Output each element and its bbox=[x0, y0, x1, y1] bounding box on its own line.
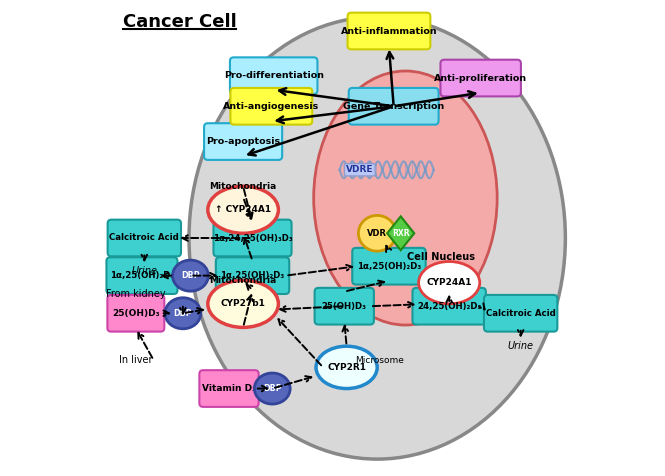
Text: Mitochondria: Mitochondria bbox=[209, 276, 277, 285]
Ellipse shape bbox=[316, 346, 377, 388]
Ellipse shape bbox=[189, 17, 565, 459]
Text: Mitochondria: Mitochondria bbox=[209, 182, 277, 191]
Text: 24,25(OH)₂D₃: 24,25(OH)₂D₃ bbox=[417, 302, 481, 311]
Text: DBP: DBP bbox=[263, 384, 281, 393]
Ellipse shape bbox=[165, 298, 201, 329]
Text: Calcitroic Acid: Calcitroic Acid bbox=[486, 309, 555, 318]
Text: 25(OH)D₃: 25(OH)D₃ bbox=[112, 309, 160, 318]
Text: Anti-proliferation: Anti-proliferation bbox=[434, 74, 527, 82]
Text: Calcitroic Acid: Calcitroic Acid bbox=[110, 234, 179, 242]
Text: 1α,24,25(OH)₃D₃: 1α,24,25(OH)₃D₃ bbox=[213, 234, 293, 242]
FancyBboxPatch shape bbox=[106, 258, 178, 294]
Ellipse shape bbox=[418, 261, 479, 304]
Ellipse shape bbox=[255, 373, 290, 404]
Text: Vitamin D₃: Vitamin D₃ bbox=[202, 384, 256, 393]
Text: Pro-apoptosis: Pro-apoptosis bbox=[206, 137, 280, 146]
Text: RXR: RXR bbox=[392, 229, 410, 238]
Text: In liver: In liver bbox=[119, 355, 152, 365]
FancyBboxPatch shape bbox=[440, 60, 521, 97]
Text: Gene Transcription: Gene Transcription bbox=[343, 102, 444, 111]
Text: From kidney: From kidney bbox=[106, 289, 166, 299]
Text: CYP24A1: CYP24A1 bbox=[426, 278, 472, 287]
FancyBboxPatch shape bbox=[484, 295, 557, 332]
FancyBboxPatch shape bbox=[108, 219, 181, 257]
Text: Cell Nucleus: Cell Nucleus bbox=[407, 252, 475, 262]
Text: Microsome: Microsome bbox=[355, 356, 404, 365]
Text: Urine: Urine bbox=[131, 266, 158, 276]
Text: Anti-inflammation: Anti-inflammation bbox=[340, 27, 438, 36]
FancyBboxPatch shape bbox=[348, 88, 439, 125]
FancyBboxPatch shape bbox=[315, 288, 374, 325]
Text: 1α,25(OH)₂D₃: 1α,25(OH)₂D₃ bbox=[110, 271, 174, 280]
FancyBboxPatch shape bbox=[107, 295, 164, 332]
Text: CYP2R1: CYP2R1 bbox=[327, 363, 366, 372]
Text: Pro-differentiation: Pro-differentiation bbox=[223, 71, 324, 80]
FancyBboxPatch shape bbox=[213, 219, 291, 257]
FancyBboxPatch shape bbox=[216, 258, 289, 294]
FancyBboxPatch shape bbox=[348, 13, 430, 50]
FancyBboxPatch shape bbox=[230, 57, 317, 94]
Text: Anti-angiogenesis: Anti-angiogenesis bbox=[223, 102, 319, 111]
Text: DBP: DBP bbox=[181, 271, 200, 280]
Ellipse shape bbox=[208, 186, 279, 233]
FancyBboxPatch shape bbox=[204, 123, 282, 160]
Text: 25(OH)D₃: 25(OH)D₃ bbox=[322, 302, 367, 311]
Ellipse shape bbox=[358, 216, 396, 251]
Text: Urine: Urine bbox=[507, 341, 534, 351]
FancyBboxPatch shape bbox=[352, 248, 426, 285]
Text: DBP: DBP bbox=[174, 309, 192, 318]
FancyBboxPatch shape bbox=[200, 370, 259, 407]
Ellipse shape bbox=[314, 71, 497, 325]
Text: 1α,25(OH)₂D₃: 1α,25(OH)₂D₃ bbox=[357, 262, 421, 271]
Text: VDRE: VDRE bbox=[346, 165, 374, 174]
Text: 1α,25(OH)₂D₃: 1α,25(OH)₂D₃ bbox=[220, 271, 285, 280]
FancyBboxPatch shape bbox=[412, 288, 486, 325]
Text: ↑ CYP24A1: ↑ CYP24A1 bbox=[215, 205, 271, 214]
Ellipse shape bbox=[208, 280, 279, 327]
Polygon shape bbox=[387, 217, 414, 250]
Text: CYP27b1: CYP27b1 bbox=[221, 299, 265, 308]
Ellipse shape bbox=[172, 260, 208, 291]
Text: Cancer Cell: Cancer Cell bbox=[123, 12, 237, 30]
FancyBboxPatch shape bbox=[230, 88, 313, 125]
Text: VDR: VDR bbox=[367, 229, 387, 238]
